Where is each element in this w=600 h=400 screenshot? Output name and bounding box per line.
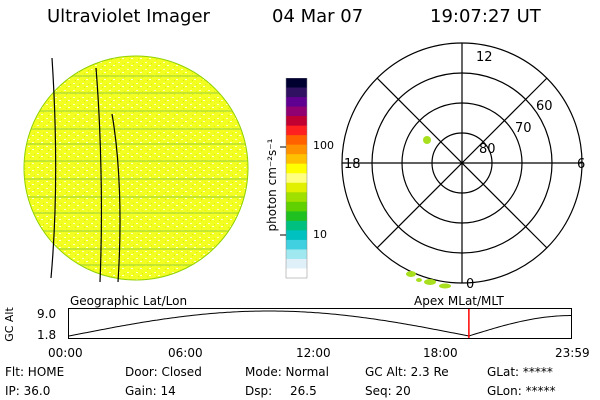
- timeline-left-label: Geographic Lat/Lon: [70, 294, 188, 308]
- colorbar-segment: [286, 144, 307, 155]
- polar-label-6: 6: [577, 157, 585, 172]
- polar-label-18: 18: [344, 157, 361, 172]
- polar-mlt-plot[interactable]: 12 60 70 80 18 6 0: [335, 40, 600, 300]
- color-scale-bar: [280, 78, 308, 279]
- colorbar-segment: [286, 239, 307, 250]
- glon-status: GLon: *****: [487, 384, 556, 398]
- colorbar-segment: [286, 230, 307, 241]
- uv-earth-image[interactable]: [0, 40, 270, 290]
- colorbar-segment: [286, 211, 307, 222]
- colorbar-segment: [286, 192, 307, 203]
- timeline-right-label: Apex MLat/MLT: [414, 294, 504, 308]
- timeline-xtick-1: 06:00: [168, 346, 203, 360]
- colorbar-unit-label: photon cm⁻²s⁻¹: [265, 138, 279, 232]
- colorbar-segment: [286, 220, 307, 231]
- seq-status: Seq: 20: [365, 384, 411, 398]
- polar-label-0: 0: [466, 277, 474, 292]
- colorbar-segment: [286, 173, 307, 184]
- door-status: Door: Closed: [125, 365, 202, 379]
- filter-status: Flt: HOME: [5, 365, 65, 379]
- polar-label-70: 70: [515, 121, 532, 136]
- colorbar-segment: [286, 154, 307, 165]
- polar-label-60: 60: [536, 99, 553, 114]
- aurora-oval-fragment: [406, 271, 451, 289]
- time-label: 19:07:27 UT: [430, 6, 541, 27]
- polar-label-80: 80: [479, 142, 496, 157]
- colorbar-segment: [286, 268, 307, 279]
- colorbar-segment: [286, 249, 307, 260]
- colorbar-segment: [286, 258, 307, 269]
- timeline-ytick-9: 9.0: [37, 307, 57, 321]
- date-label: 04 Mar 07: [272, 6, 364, 27]
- colorbar-segment: [286, 201, 307, 212]
- timeline-xtick-4: 23:59: [555, 346, 590, 360]
- colorbar-segment: [286, 135, 307, 146]
- dsp-label: Dsp:: [245, 384, 273, 398]
- altitude-curve: [68, 310, 572, 337]
- colorbar-tick-label-10: 10: [313, 228, 327, 241]
- app-title: Ultraviolet Imager: [47, 6, 210, 27]
- gc-alt-status: GC Alt: 2.3 Re: [365, 365, 449, 379]
- timeline-y-axis-label: GC Alt: [2, 307, 16, 342]
- colorbar-segment: [286, 116, 307, 127]
- timeline-xtick-2: 12:00: [296, 346, 331, 360]
- ip-status: IP: 36.0: [5, 384, 51, 398]
- dsp-value: 26.5: [290, 384, 317, 398]
- altitude-timeline-plot[interactable]: [68, 308, 573, 343]
- timeline-xtick-3: 18:00: [423, 346, 458, 360]
- colorbar-segment: [286, 106, 307, 117]
- colorbar-segment: [286, 163, 307, 174]
- mode-status: Mode: Normal: [245, 365, 329, 379]
- colorbar-segment: [286, 87, 307, 98]
- aurora-spot: [423, 136, 431, 144]
- colorbar-tick-label-100: 100: [313, 139, 334, 152]
- colorbar-segment: [286, 78, 307, 89]
- longitude-lines: [50, 57, 121, 283]
- colorbar-segment: [286, 182, 307, 193]
- colorbar-segment: [286, 125, 307, 136]
- gain-status: Gain: 14: [125, 384, 176, 398]
- glat-status: GLat: *****: [487, 365, 553, 379]
- timeline-ytick-1.8: 1.8: [37, 328, 57, 342]
- polar-label-12: 12: [476, 50, 493, 65]
- colorbar-segment: [286, 97, 307, 108]
- timeline-xtick-0: 00:00: [48, 346, 83, 360]
